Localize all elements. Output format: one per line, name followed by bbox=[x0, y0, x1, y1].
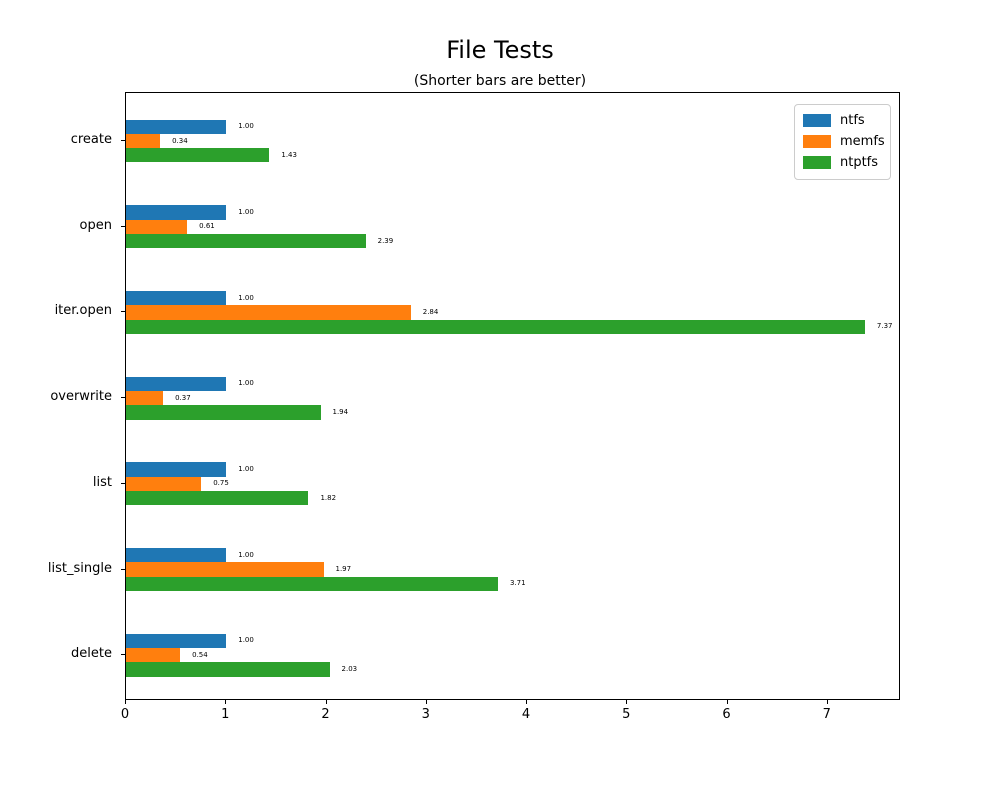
bar-value-label: 1.00 bbox=[238, 550, 254, 559]
x-tick-mark bbox=[225, 700, 227, 704]
x-tick-label: 3 bbox=[421, 707, 430, 722]
bar-value-label: 1.82 bbox=[320, 493, 337, 502]
bar-ntfs-open bbox=[126, 205, 227, 220]
x-tick-label: 4 bbox=[521, 707, 531, 722]
legend-swatch-memfs bbox=[803, 135, 831, 148]
bar-ntfs-iter-open bbox=[126, 290, 227, 306]
bar-memfs-overwrite bbox=[126, 390, 164, 406]
bar-memfs-delete bbox=[126, 648, 181, 663]
legend-label: memfs bbox=[840, 134, 885, 149]
bar-value-label: 0.61 bbox=[199, 222, 215, 231]
legend: ntfs memfs ntptfs bbox=[794, 104, 891, 180]
bar-value-label: 1.00 bbox=[238, 207, 254, 216]
bar-value-label: 1.00 bbox=[238, 293, 254, 302]
bar-memfs-create bbox=[126, 133, 161, 149]
bar-ntptfs-delete bbox=[126, 662, 330, 677]
bar-value-label: 2.03 bbox=[341, 665, 358, 673]
legend-item-ntfs: ntfs bbox=[803, 110, 882, 131]
bar-value-label: 0.75 bbox=[213, 479, 229, 488]
legend-item-ntptfs: ntptfs bbox=[803, 152, 882, 173]
bar-memfs-iter-open bbox=[126, 305, 411, 320]
bar-value-label: 1.00 bbox=[238, 465, 254, 473]
legend-label: ntptfs bbox=[840, 155, 879, 170]
y-tick-mark bbox=[121, 654, 125, 656]
bar-ntptfs-iter-open bbox=[126, 319, 865, 334]
bar-value-label: 1.00 bbox=[238, 636, 254, 645]
legend-item-memfs: memfs bbox=[803, 131, 885, 152]
y-tick-mark bbox=[121, 311, 125, 313]
bar-value-label: 1.00 bbox=[238, 122, 254, 131]
bar-ntptfs-overwrite bbox=[126, 405, 321, 420]
bar-value-label: 1.97 bbox=[335, 565, 352, 573]
category-label-open: open bbox=[79, 217, 112, 233]
chart-title: File Tests bbox=[446, 36, 554, 64]
x-tick-mark bbox=[826, 700, 828, 704]
legend-label: ntfs bbox=[840, 113, 865, 128]
bar-value-label: 3.71 bbox=[509, 579, 526, 588]
bar-ntfs-overwrite bbox=[126, 376, 227, 391]
x-tick-label: 6 bbox=[722, 707, 731, 722]
x-tick-mark bbox=[325, 700, 327, 704]
y-tick-mark bbox=[121, 482, 125, 484]
bar-value-label: 0.37 bbox=[175, 393, 191, 402]
bar-value-label: 2.39 bbox=[377, 236, 394, 245]
x-tick-label: 2 bbox=[321, 707, 330, 722]
bar-ntfs-create bbox=[126, 119, 227, 134]
bar-value-label: 1.94 bbox=[332, 407, 349, 416]
bar-memfs-open bbox=[126, 219, 188, 234]
plot-area: ntfs memfs ntptfs 1.00 0.34 1.43 1.00 0.61 2.39… bbox=[125, 92, 900, 700]
bar-ntfs-delete bbox=[126, 633, 227, 649]
x-tick-mark bbox=[626, 700, 628, 704]
bar-value-label: 7.37 bbox=[876, 322, 893, 331]
bar-value-label: 0.54 bbox=[192, 650, 208, 659]
bar-ntptfs-list bbox=[126, 490, 309, 506]
bar-value-label: 1.43 bbox=[281, 150, 297, 159]
x-tick-label: 1 bbox=[221, 707, 230, 722]
legend-swatch-ntfs bbox=[803, 114, 831, 127]
bar-ntptfs-create bbox=[126, 148, 270, 163]
category-label-list: list bbox=[92, 474, 112, 490]
bar-memfs-list bbox=[126, 476, 202, 491]
x-tick-mark bbox=[726, 700, 728, 704]
category-label-delete: delete bbox=[71, 646, 112, 662]
x-tick-mark bbox=[526, 700, 528, 704]
bar-memfs-list-single bbox=[126, 562, 324, 577]
bar-value-label: 2.84 bbox=[422, 307, 439, 316]
bar-value-label: 0.34 bbox=[172, 136, 188, 145]
bar-value-label: 1.00 bbox=[238, 379, 254, 388]
y-tick-mark bbox=[121, 568, 125, 570]
y-tick-mark bbox=[121, 225, 125, 227]
category-label-overwrite: overwrite bbox=[50, 389, 112, 405]
category-label-iter-open: iter.open bbox=[54, 303, 112, 319]
chart-subtitle: (Shorter bars are better) bbox=[413, 73, 587, 89]
x-tick-mark bbox=[425, 700, 427, 704]
y-tick-mark bbox=[121, 397, 125, 399]
bar-ntfs-list-single bbox=[126, 548, 227, 563]
bar-ntptfs-list-single bbox=[126, 576, 498, 591]
x-tick-label: 5 bbox=[622, 707, 631, 722]
bar-ntptfs-open bbox=[126, 233, 366, 249]
x-tick-mark bbox=[125, 700, 126, 704]
category-label-list-single: list_single bbox=[47, 560, 112, 576]
x-tick-label: 7 bbox=[822, 707, 831, 722]
x-tick-label: 0 bbox=[120, 707, 130, 722]
category-label-create: create bbox=[70, 132, 112, 147]
bar-ntfs-list bbox=[126, 462, 227, 477]
legend-swatch-ntptfs bbox=[803, 156, 831, 169]
y-tick-mark bbox=[121, 140, 125, 141]
